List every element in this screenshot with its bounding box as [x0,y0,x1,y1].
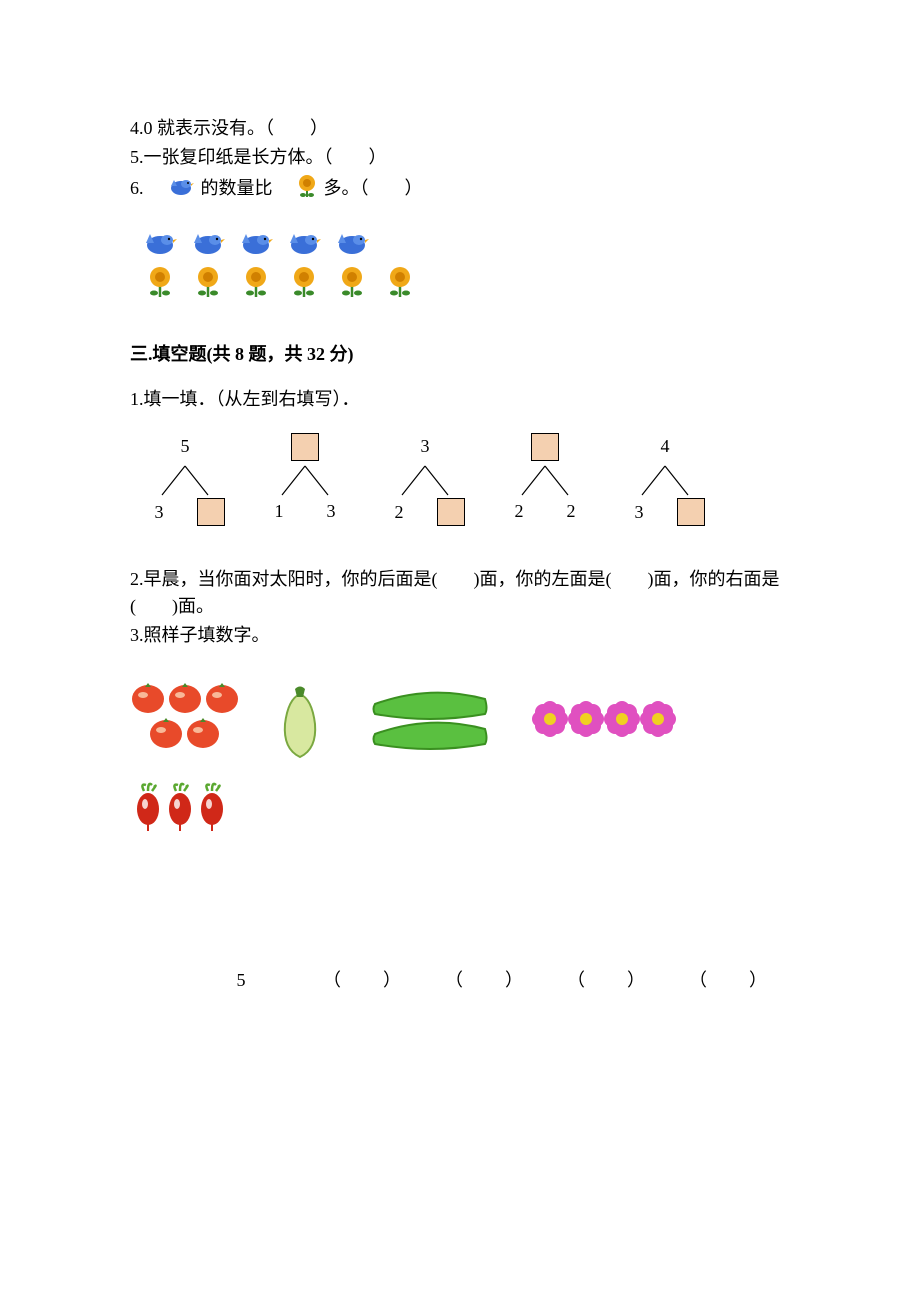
answer-box[interactable] [437,498,465,526]
decomposition-row: 5 3 13 3 2 22 4 3 [140,433,790,526]
branch-lines [630,463,700,498]
q6-mid: 的数量比 [201,178,291,198]
vegetables-section [130,679,790,847]
q6-prefix: 6. [130,178,162,198]
answer-box[interactable] [677,498,705,526]
sunflower-icon [140,263,180,301]
section-3-q2: 2.早晨，当你面对太阳时，你的后面是( )面，你的左面是( )面，你的右面是( … [130,566,790,620]
decomp-2: 13 [260,433,350,526]
answer-box[interactable] [531,433,559,461]
flower-row [140,263,790,301]
decomp-bottom-left: 2 [385,499,413,526]
bird-icon-inline [166,174,196,206]
bird-icon [236,227,276,259]
answer-blank[interactable]: （ ） [668,967,790,994]
sunflower-icon [188,263,228,301]
decomp-bottom-left: 1 [265,498,293,525]
section-3-q3: 3.照样子填数字。 [130,622,790,649]
q6-suffix: 多。（ ） [324,178,423,198]
sunflower-icon [284,263,324,301]
decomp-top-num: 3 [421,436,430,456]
tomatoes-icon [130,679,240,769]
answer-example: 5 [180,967,302,994]
pepper-icon [270,679,330,769]
sunflower-icon [236,263,276,301]
answer-box[interactable] [291,433,319,461]
bird-icon [284,227,324,259]
question-4: 4.0 就表示没有。（ ） [130,115,790,142]
bird-icon [332,227,372,259]
bird-row [140,227,790,259]
section-3-q1: 1.填一填．（从左到右填写）． [130,386,790,413]
decomp-top-num: 5 [181,436,190,456]
branch-lines [270,463,340,498]
branch-lines [390,463,460,498]
cucumbers-icon [360,679,500,769]
decomp-4: 22 [500,433,590,526]
bird-flower-diagram [130,227,790,301]
decomp-1: 5 3 [140,433,230,526]
answer-box[interactable] [197,498,225,526]
decomp-bottom-right: 2 [557,498,585,525]
bird-icon [188,227,228,259]
pink-flowers-icon [530,679,680,769]
branch-lines [150,463,220,498]
decomp-bottom-left: 3 [145,499,173,526]
decomp-bottom-left: 2 [505,498,533,525]
branch-lines [510,463,580,498]
vegetables-row-1 [130,679,790,769]
sunflower-icon [332,263,372,301]
decomp-3: 3 2 [380,433,470,526]
decomp-5: 4 3 [620,433,710,526]
radishes-icon [130,779,240,839]
decomp-bottom-right: 3 [317,498,345,525]
bird-icon [140,227,180,259]
answer-row: 5 （ ） （ ） （ ） （ ） [130,967,790,994]
question-5: 5.一张复印纸是长方体。（ ） [130,144,790,171]
answer-blank[interactable]: （ ） [302,967,424,994]
section-3-title: 三.填空题(共 8 题，共 32 分) [130,341,790,368]
radishes-row [130,779,790,847]
answer-blank[interactable]: （ ） [424,967,546,994]
flower-icon-inline [295,173,319,207]
question-6: 6. 的数量比 多。（ ） [130,173,790,207]
answer-blank[interactable]: （ ） [546,967,668,994]
decomp-bottom-left: 3 [625,499,653,526]
sunflower-icon [380,263,420,301]
decomp-top-num: 4 [661,436,670,456]
